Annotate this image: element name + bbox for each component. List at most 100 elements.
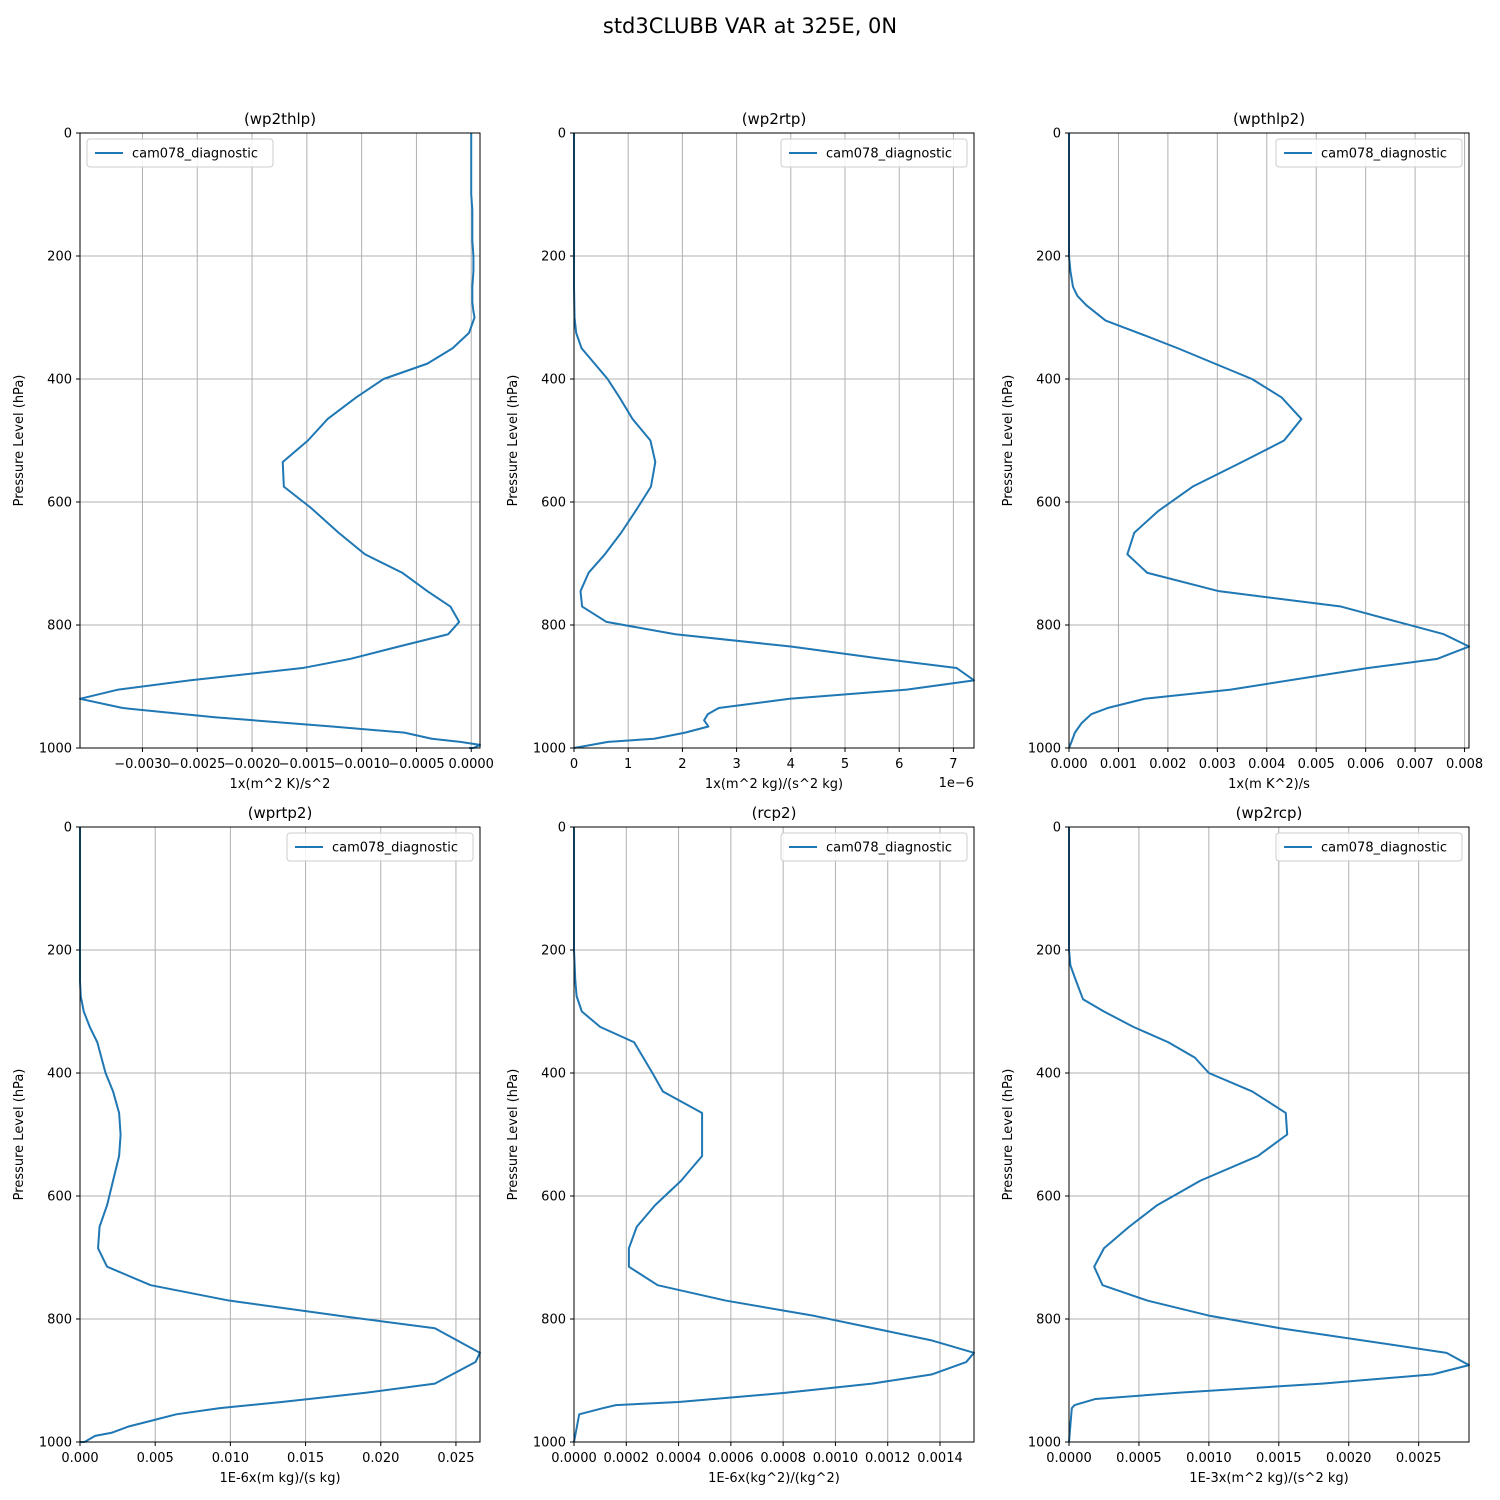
x-tick-label: −0.0010 [333,757,389,772]
y-axis-label: Pressure Level (hPa) [506,375,521,507]
legend-label: cam078_diagnostic [1321,147,1447,162]
y-tick-label: 400 [541,1067,566,1082]
x-tick-label: 0.020 [362,1451,399,1466]
y-tick-label: 1000 [1028,742,1061,757]
legend-label: cam078_diagnostic [826,841,952,856]
x-tick-label: 0.0000 [448,757,494,772]
x-tick-label: 0.005 [137,1451,174,1466]
y-axis-label: Pressure Level (hPa) [506,1069,521,1201]
y-tick-label: 0 [1053,127,1061,142]
panel-title: (rcp2) [752,804,797,822]
x-tick-label: 0.0008 [760,1451,806,1466]
x-tick-label: 5 [841,757,849,772]
axes-frame [573,132,975,749]
x-tick-label: 0.0025 [1396,1451,1442,1466]
x-tick-label: 0.003 [1199,757,1236,772]
legend-box [780,832,968,862]
series-line [79,133,481,749]
series-line [1068,133,1470,749]
y-tick-label: 800 [1036,619,1061,634]
x-tick-label: 0.007 [1396,757,1433,772]
y-tick-label: 1000 [39,1436,72,1451]
x-tick-label: 0.002 [1149,757,1186,772]
x-tick-label: 0.0012 [865,1451,911,1466]
x-tick-label: 0.025 [437,1451,474,1466]
legend: cam078_diagnostic [286,832,474,862]
y-tick-label: 200 [541,944,566,959]
chart-panel: −0.0030−0.0025−0.0020−0.0015−0.0010−0.00… [12,110,494,792]
figure-title: std3CLUBB VAR at 325E, 0N [602,14,898,38]
legend-box [780,138,968,168]
y-tick-label: 600 [541,1190,566,1205]
x-tick-label: 2 [678,757,686,772]
x-tick-label: 0.0015 [1256,1451,1302,1466]
x-tick-label: 0.005 [1298,757,1335,772]
y-tick-label: 800 [541,1313,566,1328]
x-tick-label: 0.0014 [917,1451,963,1466]
x-axis-label: 1x(m K^2)/s [1228,777,1310,792]
x-axis-label: 1x(m^2 kg)/(s^2 kg) [705,777,843,792]
y-tick-label: 400 [47,373,72,388]
y-tick-label: 400 [541,373,566,388]
y-axis-label: Pressure Level (hPa) [12,1069,27,1201]
legend-box [86,138,274,168]
y-tick-label: 200 [541,250,566,265]
axes-frame [573,826,975,1443]
chart-panel: 0.0000 0.0005 0.0010 0.0015 0.0020 0.0025 0 200… [1001,804,1470,1486]
x-tick-label: 0.0006 [708,1451,754,1466]
y-tick-label: 600 [47,1190,72,1205]
y-tick-label: 0 [558,821,566,836]
x-axis-label: 1E-3x(m^2 kg)/(s^2 kg) [1189,1471,1348,1486]
series-line [573,827,975,1443]
legend-box [1275,138,1463,168]
y-tick-label: 800 [1036,1313,1061,1328]
y-tick-label: 1000 [533,742,566,757]
x-tick-label: 0.006 [1347,757,1384,772]
legend: cam078_diagnostic [1275,138,1463,168]
x-tick-label: −0.0030 [114,757,170,772]
y-tick-label: 200 [1036,250,1061,265]
legend: cam078_diagnostic [780,832,968,862]
y-tick-label: 600 [1036,496,1061,511]
panel-title: (wpthlp2) [1233,110,1305,128]
legend-label: cam078_diagnostic [826,147,952,162]
axes-frame [79,826,481,1443]
legend: cam078_diagnostic [780,138,968,168]
y-tick-label: 0 [558,127,566,142]
y-tick-label: 1000 [39,742,72,757]
chart-panel: 0.000 0.001 0.002 0.003 0.004 0.005 0.006 0.007… [1001,110,1483,792]
axes-frame [1068,826,1470,1443]
x-tick-label: 0.001 [1100,757,1137,772]
panel-title: (wp2thlp) [244,110,316,128]
y-tick-label: 200 [47,944,72,959]
axes-frame [1068,132,1470,749]
x-tick-label: 0 [570,757,578,772]
x-tick-label: 0.010 [212,1451,249,1466]
y-tick-label: 200 [1036,944,1061,959]
series-line [573,133,975,749]
x-tick-label: 0.0020 [1326,1451,1372,1466]
x-tick-label: 3 [732,757,740,772]
x-tick-label: 0.000 [1050,757,1087,772]
panel-title: (wp2rcp) [1236,804,1303,822]
x-tick-label: 0.0005 [1116,1451,1162,1466]
x-axis-label: 1x(m^2 K)/s^2 [230,777,331,792]
x-tick-label: −0.0020 [224,757,280,772]
y-tick-label: 1000 [1028,1436,1061,1451]
x-tick-label: 4 [787,757,795,772]
x-tick-label: 0.0010 [1186,1451,1232,1466]
x-tick-label: 0.0004 [656,1451,702,1466]
y-axis-label: Pressure Level (hPa) [1001,375,1016,507]
y-tick-label: 600 [541,496,566,511]
y-tick-label: 400 [1036,373,1061,388]
x-axis-label: 1E-6x(kg^2)/(kg^2) [708,1471,840,1486]
chart-panel: 0.000 0.005 0.010 0.015 0.020 0.025 0 200 400 600… [12,804,481,1486]
x-offset-text: 1e−6 [939,776,974,791]
x-tick-label: −0.0025 [169,757,225,772]
legend-label: cam078_diagnostic [132,147,258,162]
y-tick-label: 400 [1036,1067,1061,1082]
x-axis-label: 1E-6x(m kg)/(s kg) [219,1471,340,1486]
legend-box [1275,832,1463,862]
